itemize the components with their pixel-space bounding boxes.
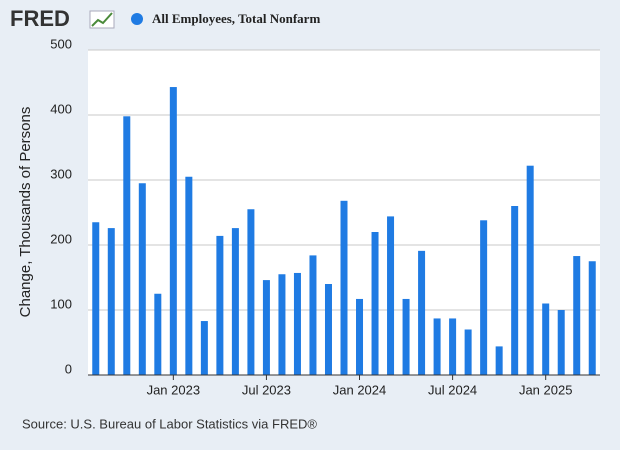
bar [293,272,301,375]
x-tick-label: Jul 2023 [242,382,291,397]
bar [278,274,286,375]
x-tick-label: Jul 2024 [428,382,477,397]
y-tick-label: 300 [50,166,72,181]
bar [588,261,596,375]
bar [356,298,364,375]
bar [154,293,162,375]
bar [216,235,224,375]
bar [123,116,131,376]
bar [371,232,379,375]
source: Source: U.S. Bureau of Labor Statistics … [22,416,317,431]
bar [231,228,239,375]
x-tick-label: Jan 2024 [333,382,387,397]
bar [433,318,441,375]
bar [340,200,348,375]
bar [324,284,332,375]
bar [138,183,146,375]
bar [480,220,488,375]
bar [495,346,503,375]
bar [200,321,208,375]
logo: FRED [10,6,70,31]
bar [418,250,426,375]
bar [557,310,565,375]
logo-icon [89,10,115,29]
y-tick-label: 100 [50,296,72,311]
bar [542,303,550,375]
bar [511,206,519,375]
bar [387,216,395,375]
bar [169,87,177,376]
bar [185,176,193,375]
bar [262,280,270,375]
y-tick-label: 500 [50,36,72,51]
bar [107,228,115,375]
y-axis-label: Change, Thousands of Persons [17,107,34,318]
y-tick-label: 0 [65,361,72,376]
legend-label: All Employees, Total Nonfarm [152,11,320,26]
bar [92,222,100,375]
bar [247,209,255,375]
x-tick-label: Jan 2023 [147,382,201,397]
bar [464,329,472,375]
y-tick-label: 400 [50,101,72,116]
bar [573,256,581,375]
y-tick-label: 200 [50,231,72,246]
bar [402,298,410,375]
bar [526,165,534,375]
legend-marker [131,13,143,25]
bar [309,255,317,375]
x-tick-label: Jan 2025 [519,382,573,397]
bar [449,318,457,375]
